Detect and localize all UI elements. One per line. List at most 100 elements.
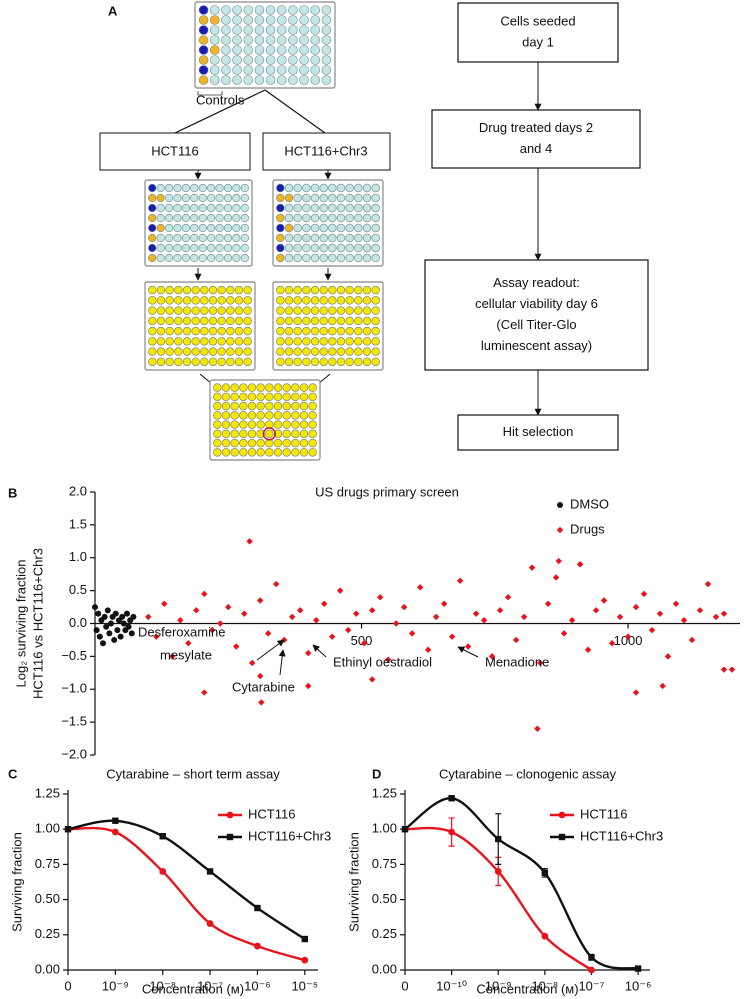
well [319,243,328,253]
well [239,411,248,420]
drug-point [352,610,360,617]
well [191,285,200,295]
x-tick-label: 10⁻⁵ [291,978,318,993]
well [319,337,328,346]
well [336,233,346,243]
well [328,223,337,233]
drug-point [368,676,376,683]
well [164,223,174,233]
well [148,296,157,305]
drug-point [584,646,592,653]
x-tick-label: 0 [401,978,408,993]
well [230,438,239,448]
well [276,253,285,263]
well [328,347,337,356]
well [148,183,157,193]
well [174,337,183,346]
well [273,438,283,448]
well [299,438,309,448]
data-point [64,826,72,833]
dmso-point [123,610,130,617]
well [232,55,242,65]
well [308,401,317,411]
well [371,233,380,243]
well [165,316,174,326]
well [148,223,157,233]
well [362,337,372,346]
well [302,213,311,223]
well [207,203,216,213]
well [234,326,244,336]
well [190,183,199,193]
flow-step-text: luminescent assay) [481,338,592,353]
well [310,347,320,356]
well [328,357,337,367]
well [354,253,363,263]
well [239,383,248,392]
drug-point [432,613,440,621]
well [148,347,157,356]
well [173,253,182,263]
x-axis-label: Concentration (м) [476,981,578,996]
well [182,316,192,326]
data-point [159,868,167,875]
well [288,75,298,85]
well [293,326,302,336]
well [198,35,209,45]
drug-point [728,666,736,673]
flow-step-text: Assay readout: [493,275,580,290]
well [336,253,346,263]
well [181,213,190,223]
drug-point [536,659,544,667]
well [299,429,309,439]
well [240,243,249,253]
connector [264,89,326,134]
well [371,223,380,233]
well [310,65,321,75]
legend-marker [226,833,234,841]
annotation: Cytarabine [232,679,295,694]
well [234,285,244,295]
well [181,203,190,213]
flow-step-box [424,259,649,371]
well [213,420,222,429]
well [198,243,207,253]
data-point [495,835,502,843]
well [240,233,249,243]
drug-point [161,600,168,607]
well [302,296,311,305]
flow-step-text: Cells seeded [500,13,575,28]
well [164,203,174,213]
well [302,233,311,243]
well [354,357,363,367]
well [217,285,226,295]
well [232,213,241,223]
well [345,326,354,336]
well [173,223,182,233]
well [247,420,257,429]
drug-point [472,610,480,617]
well [345,296,354,305]
well [190,243,199,253]
well [198,45,209,55]
dmso-point [112,610,119,617]
well [328,183,337,193]
well [299,5,309,15]
well [230,420,239,429]
well [191,316,200,326]
well [288,5,298,15]
well [240,223,249,233]
data-point [301,956,309,964]
plate [144,281,256,371]
drug-point [305,649,312,657]
well [288,55,298,65]
well [345,306,354,315]
well [217,316,226,326]
well [265,15,276,25]
drug-point [329,633,336,640]
well [223,253,233,263]
well [345,243,354,253]
well [319,357,328,367]
plate [144,179,253,267]
well [221,438,231,448]
